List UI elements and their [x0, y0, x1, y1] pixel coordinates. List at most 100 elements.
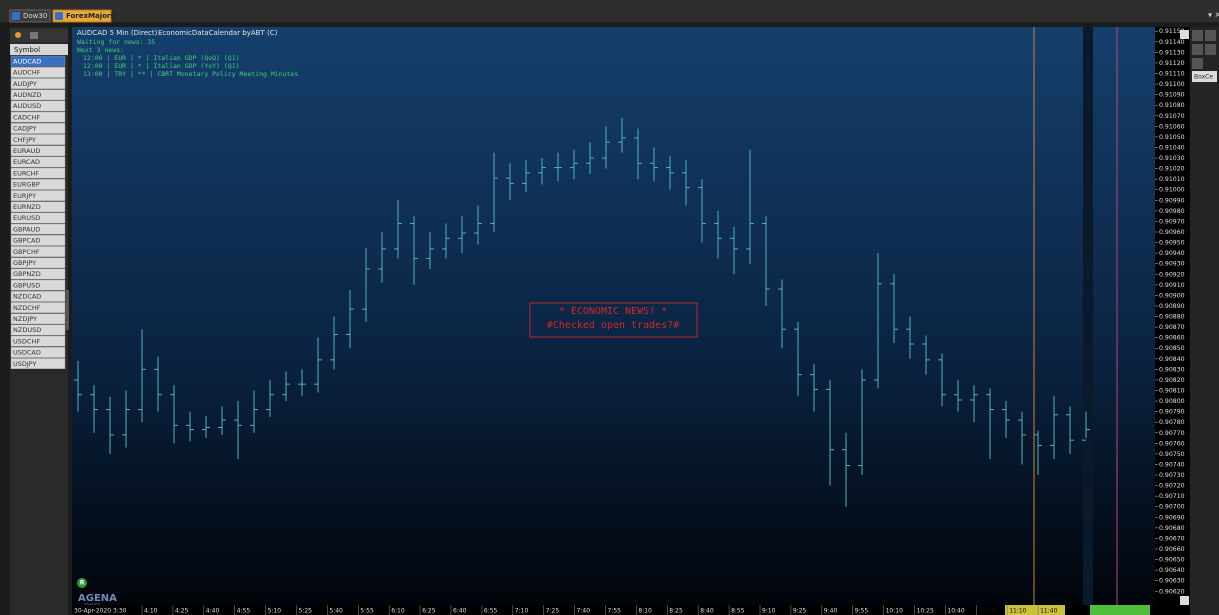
- tool-button[interactable]: [1192, 58, 1203, 69]
- symbol-label[interactable]: GBPJPY: [13, 259, 36, 267]
- symbol-label[interactable]: EURCHF: [13, 169, 39, 177]
- y-tick-label: 0.90780: [1159, 419, 1185, 426]
- symbol-row[interactable]: [10, 122, 66, 134]
- tool-button[interactable]: [1205, 30, 1216, 41]
- symbol-row[interactable]: [10, 212, 66, 224]
- symbol-row[interactable]: [10, 279, 66, 291]
- symbol-label[interactable]: GBPCHF: [13, 248, 40, 256]
- x-tick-label: 11:10: [1009, 608, 1026, 615]
- symbol-row[interactable]: [10, 201, 66, 213]
- symbol-label[interactable]: NZDCAD: [13, 293, 41, 301]
- symbol-row[interactable]: [10, 78, 66, 90]
- symbol-label[interactable]: EURCAD: [13, 158, 40, 166]
- symbol-label[interactable]: AUDCHF: [13, 69, 41, 77]
- side-button-label[interactable]: BoxCe: [1194, 74, 1213, 81]
- chart-title: AUDCAD 5 Min (Direct): [77, 29, 158, 37]
- symbol-row[interactable]: [10, 268, 66, 280]
- time-axis: [72, 605, 1155, 615]
- alert-line: #Checked open trades?#: [547, 320, 679, 331]
- y-tick-label: 0.90690: [1159, 514, 1185, 521]
- toolbar-icon[interactable]: [30, 32, 38, 39]
- y-tick-label: 0.90820: [1159, 377, 1185, 384]
- symbol-row[interactable]: [10, 111, 66, 123]
- symbol-label[interactable]: CADCHF: [13, 113, 40, 121]
- axis-button[interactable]: [1180, 30, 1189, 39]
- symbol-label[interactable]: GBPCAD: [13, 237, 40, 245]
- x-tick-label: 6:55: [484, 608, 498, 615]
- symbol-row[interactable]: [10, 145, 66, 157]
- symbol-row[interactable]: [10, 190, 66, 201]
- symbol-label[interactable]: CADJPY: [13, 125, 37, 133]
- tool-panel: [1190, 27, 1219, 615]
- tab-active[interactable]: [52, 9, 112, 23]
- session-band: [1083, 27, 1093, 605]
- symbol-label[interactable]: CHFJPY: [13, 136, 36, 144]
- y-tick-label: 0.90900: [1159, 292, 1185, 299]
- toolbar-icon[interactable]: [15, 32, 21, 38]
- window-controls[interactable]: ▾ ✕: [1208, 11, 1219, 20]
- symbol-label[interactable]: USDJPY: [13, 360, 37, 368]
- y-tick-label: 0.90750: [1159, 451, 1185, 458]
- symbol-label[interactable]: USDCHF: [13, 337, 40, 345]
- news-line: 13:00 | TRY | ** | CBRT Monetary Policy …: [83, 70, 298, 78]
- y-tick-label: 0.90860: [1159, 335, 1185, 342]
- symbol-row[interactable]: [10, 234, 66, 246]
- symbol-label[interactable]: EURJPY: [13, 192, 36, 200]
- tool-button[interactable]: [1192, 44, 1203, 55]
- symbol-label[interactable]: EURGBP: [13, 181, 40, 189]
- symbol-row[interactable]: [10, 347, 66, 358]
- tab-label[interactable]: ForexMajors: [66, 12, 115, 20]
- symbol-row[interactable]: [10, 257, 66, 269]
- y-tick-label: 0.91140: [1159, 39, 1185, 46]
- symbol-row[interactable]: [10, 223, 66, 235]
- symbol-label[interactable]: AUDJPY: [13, 80, 37, 88]
- symbol-row[interactable]: [10, 134, 66, 145]
- symbol-label[interactable]: NZDCHF: [13, 304, 41, 312]
- symbol-label[interactable]: GBPNZD: [13, 270, 41, 278]
- symbol-row[interactable]: [10, 55, 66, 67]
- x-tick-label: 7:55: [608, 608, 622, 615]
- symbol-row[interactable]: [10, 89, 66, 101]
- symbol-row[interactable]: [10, 167, 66, 179]
- y-tick-label: 0.90890: [1159, 303, 1185, 310]
- symbol-row[interactable]: [10, 358, 66, 369]
- y-tick-label: 0.90830: [1159, 366, 1185, 373]
- symbol-row[interactable]: [10, 335, 66, 347]
- x-tick-label: 9:40: [824, 608, 838, 615]
- symbol-label[interactable]: GBPUSD: [13, 281, 40, 289]
- y-tick-label: 0.90800: [1159, 398, 1185, 405]
- axis-button[interactable]: [1180, 596, 1189, 605]
- splitter[interactable]: [65, 290, 69, 330]
- side-button[interactable]: [1192, 71, 1217, 82]
- y-tick-label: 0.91100: [1159, 81, 1185, 88]
- y-tick-label: 0.90970: [1159, 218, 1185, 225]
- symbol-label[interactable]: EURAUD: [13, 147, 40, 155]
- x-tick-label: 4:10: [144, 608, 158, 615]
- tool-button[interactable]: [1192, 30, 1203, 41]
- y-tick-label: 0.91020: [1159, 166, 1185, 173]
- symbol-row[interactable]: [10, 156, 66, 168]
- symbol-label[interactable]: AUDCAD: [13, 57, 41, 65]
- symbol-label[interactable]: USDCAD: [13, 349, 41, 357]
- symbol-label[interactable]: EURNZD: [13, 203, 41, 211]
- symbol-label[interactable]: AUDUSD: [13, 102, 41, 110]
- symbol-label[interactable]: NZDJPY: [13, 315, 37, 323]
- symbol-row[interactable]: [10, 100, 66, 112]
- tab-label[interactable]: Dow30: [23, 12, 47, 20]
- x-tick-label: 4:40: [206, 608, 220, 615]
- tool-button[interactable]: [1205, 44, 1216, 55]
- symbol-row[interactable]: [10, 178, 66, 190]
- symbol-row[interactable]: [10, 66, 66, 78]
- x-tick-label: 30-Apr-2020 3:30: [74, 608, 127, 615]
- y-tick-label: 0.90950: [1159, 240, 1185, 247]
- x-tick-label: 10:55: [978, 608, 995, 615]
- y-tick-label: 0.90700: [1159, 504, 1185, 511]
- symbol-label[interactable]: AUDNZD: [13, 91, 42, 99]
- symbol-row[interactable]: [10, 246, 66, 257]
- symbol-label[interactable]: EURUSD: [13, 214, 40, 222]
- y-tick-label: 0.91130: [1159, 49, 1185, 56]
- symbol-label[interactable]: GBPAUD: [13, 225, 40, 233]
- symbol-label[interactable]: NZDUSD: [13, 326, 41, 334]
